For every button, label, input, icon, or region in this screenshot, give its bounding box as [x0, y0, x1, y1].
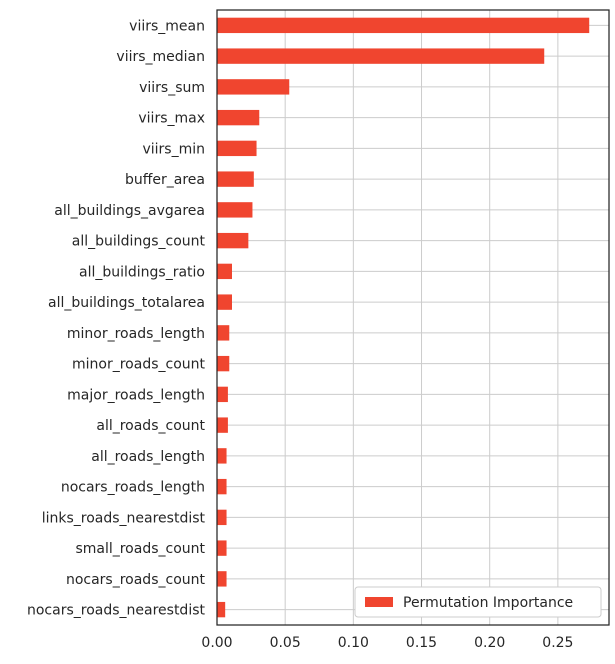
bar-all_buildings_totalarea — [217, 294, 232, 310]
x-tick-labels: 0.00 0.05 0.10 0.15 0.20 0.25 — [201, 635, 573, 651]
x-tick-label: 0.00 — [201, 635, 232, 651]
bars — [217, 17, 590, 618]
y-tick-label: minor_roads_count — [72, 357, 206, 373]
bar-all_roads_count — [217, 417, 228, 433]
legend-label: Permutation Importance — [403, 595, 573, 611]
bar-minor_roads_count — [217, 355, 230, 372]
bar-all_buildings_count — [217, 232, 249, 249]
bar-nocars_roads_count — [217, 571, 227, 587]
x-tick-label: 0.10 — [338, 635, 369, 651]
bar-all_buildings_ratio — [217, 263, 232, 280]
y-tick-label: viirs_median — [116, 49, 205, 65]
y-tick-label: nocars_roads_nearestdist — [27, 603, 206, 619]
y-tick-label: all_buildings_ratio — [79, 264, 205, 280]
x-tick-label: 0.05 — [270, 635, 301, 651]
bar-links_roads_nearestdist — [217, 509, 227, 526]
bar-viirs_mean — [217, 17, 590, 34]
bar-viirs_median — [217, 48, 545, 64]
bar-viirs_sum — [217, 79, 290, 95]
grid-lines — [216, 10, 609, 625]
y-tick-label: all_buildings_totalarea — [48, 295, 205, 311]
y-tick-label: viirs_max — [138, 111, 205, 127]
legend: Permutation Importance — [354, 586, 602, 618]
bar-nocars_roads_nearestdist — [217, 601, 226, 618]
y-tick-label: buffer_area — [125, 172, 205, 188]
bar-small_roads_count — [217, 540, 227, 556]
legend-swatch — [365, 597, 393, 607]
plot-frame — [216, 9, 610, 626]
y-tick-label: all_roads_count — [96, 418, 205, 434]
y-tick-label: viirs_mean — [129, 18, 205, 34]
y-tick-label: viirs_min — [142, 141, 205, 157]
bar-minor_roads_length — [217, 325, 230, 341]
bar-viirs_max — [217, 109, 260, 126]
x-tick-label: 0.15 — [406, 635, 437, 651]
bar-all_roads_length — [217, 448, 227, 464]
y-tick-labels: viirs_mean viirs_median viirs_sum viirs_max… — [27, 18, 206, 618]
y-tick-label: all_buildings_avgarea — [54, 203, 205, 219]
y-tick-label: all_buildings_count — [72, 234, 206, 250]
legend-box — [354, 586, 602, 618]
bar-buffer_area — [217, 171, 254, 187]
y-tick-label: major_roads_length — [67, 387, 205, 403]
y-tick-label: minor_roads_length — [67, 326, 205, 342]
x-tick-label: 0.25 — [542, 635, 573, 651]
y-tick-label: links_roads_nearestdist — [42, 510, 206, 526]
y-tick-label: viirs_sum — [139, 80, 205, 96]
bar-nocars_roads_length — [217, 478, 227, 495]
bar-all_buildings_avgarea — [217, 202, 253, 218]
y-tick-label: nocars_roads_count — [66, 572, 206, 588]
y-tick-label: all_roads_length — [91, 449, 205, 465]
y-tick-label: nocars_roads_length — [61, 480, 205, 496]
y-tick-label: small_roads_count — [75, 541, 205, 557]
bar-major_roads_length — [217, 386, 228, 403]
bar-viirs_min — [217, 140, 257, 157]
x-tick-label: 0.20 — [474, 635, 505, 651]
